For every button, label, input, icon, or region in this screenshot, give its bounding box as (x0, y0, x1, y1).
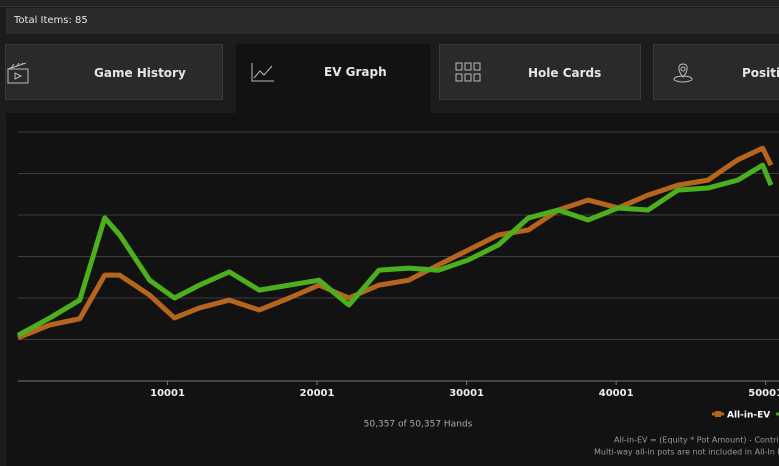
chart: 10001 20001 30001 40001 50001 50,357 of 50,35… (16, 131, 779, 457)
table-header-strip (0, 0, 779, 7)
tab-game-history[interactable]: Game History (5, 44, 223, 100)
tab-label: Hole Cards (528, 66, 602, 80)
icon (673, 63, 693, 83)
x-tick-label: 50001 (748, 388, 779, 399)
icon (251, 63, 274, 82)
footnote: All-in-EV = (Equity * Pot Amount) - Cont… (614, 436, 779, 445)
hands-count: 50,357 of 50,357 Hands (364, 420, 473, 430)
tab-label: EV Graph (324, 65, 387, 79)
series-line (16, 162, 774, 338)
tab-label: Game History (94, 66, 186, 80)
x-tick-label: 20001 (300, 388, 335, 399)
tab-ev-graph[interactable]: EV Graph (236, 44, 430, 113)
tab-position[interactable]: Position (653, 44, 779, 100)
legend-item (776, 412, 779, 416)
x-tick-label: 40001 (599, 388, 634, 399)
total-items: Total Items: 85 (6, 8, 779, 34)
legend-label: All-in-EV (727, 411, 770, 421)
footnote: Multi-way all-in pots are not included i… (594, 448, 779, 457)
x-tick-label: 10001 (150, 388, 185, 399)
tab-hole-cards[interactable]: Hole Cards (439, 44, 641, 100)
tab-label: Position (742, 66, 779, 80)
graph-panel (6, 113, 779, 466)
icon (7, 62, 29, 84)
legend-item: All-in-EV (712, 411, 770, 421)
series-line (17, 145, 774, 341)
icon (455, 62, 481, 82)
x-tick-label: 30001 (449, 388, 484, 399)
legend-marker (715, 411, 721, 417)
